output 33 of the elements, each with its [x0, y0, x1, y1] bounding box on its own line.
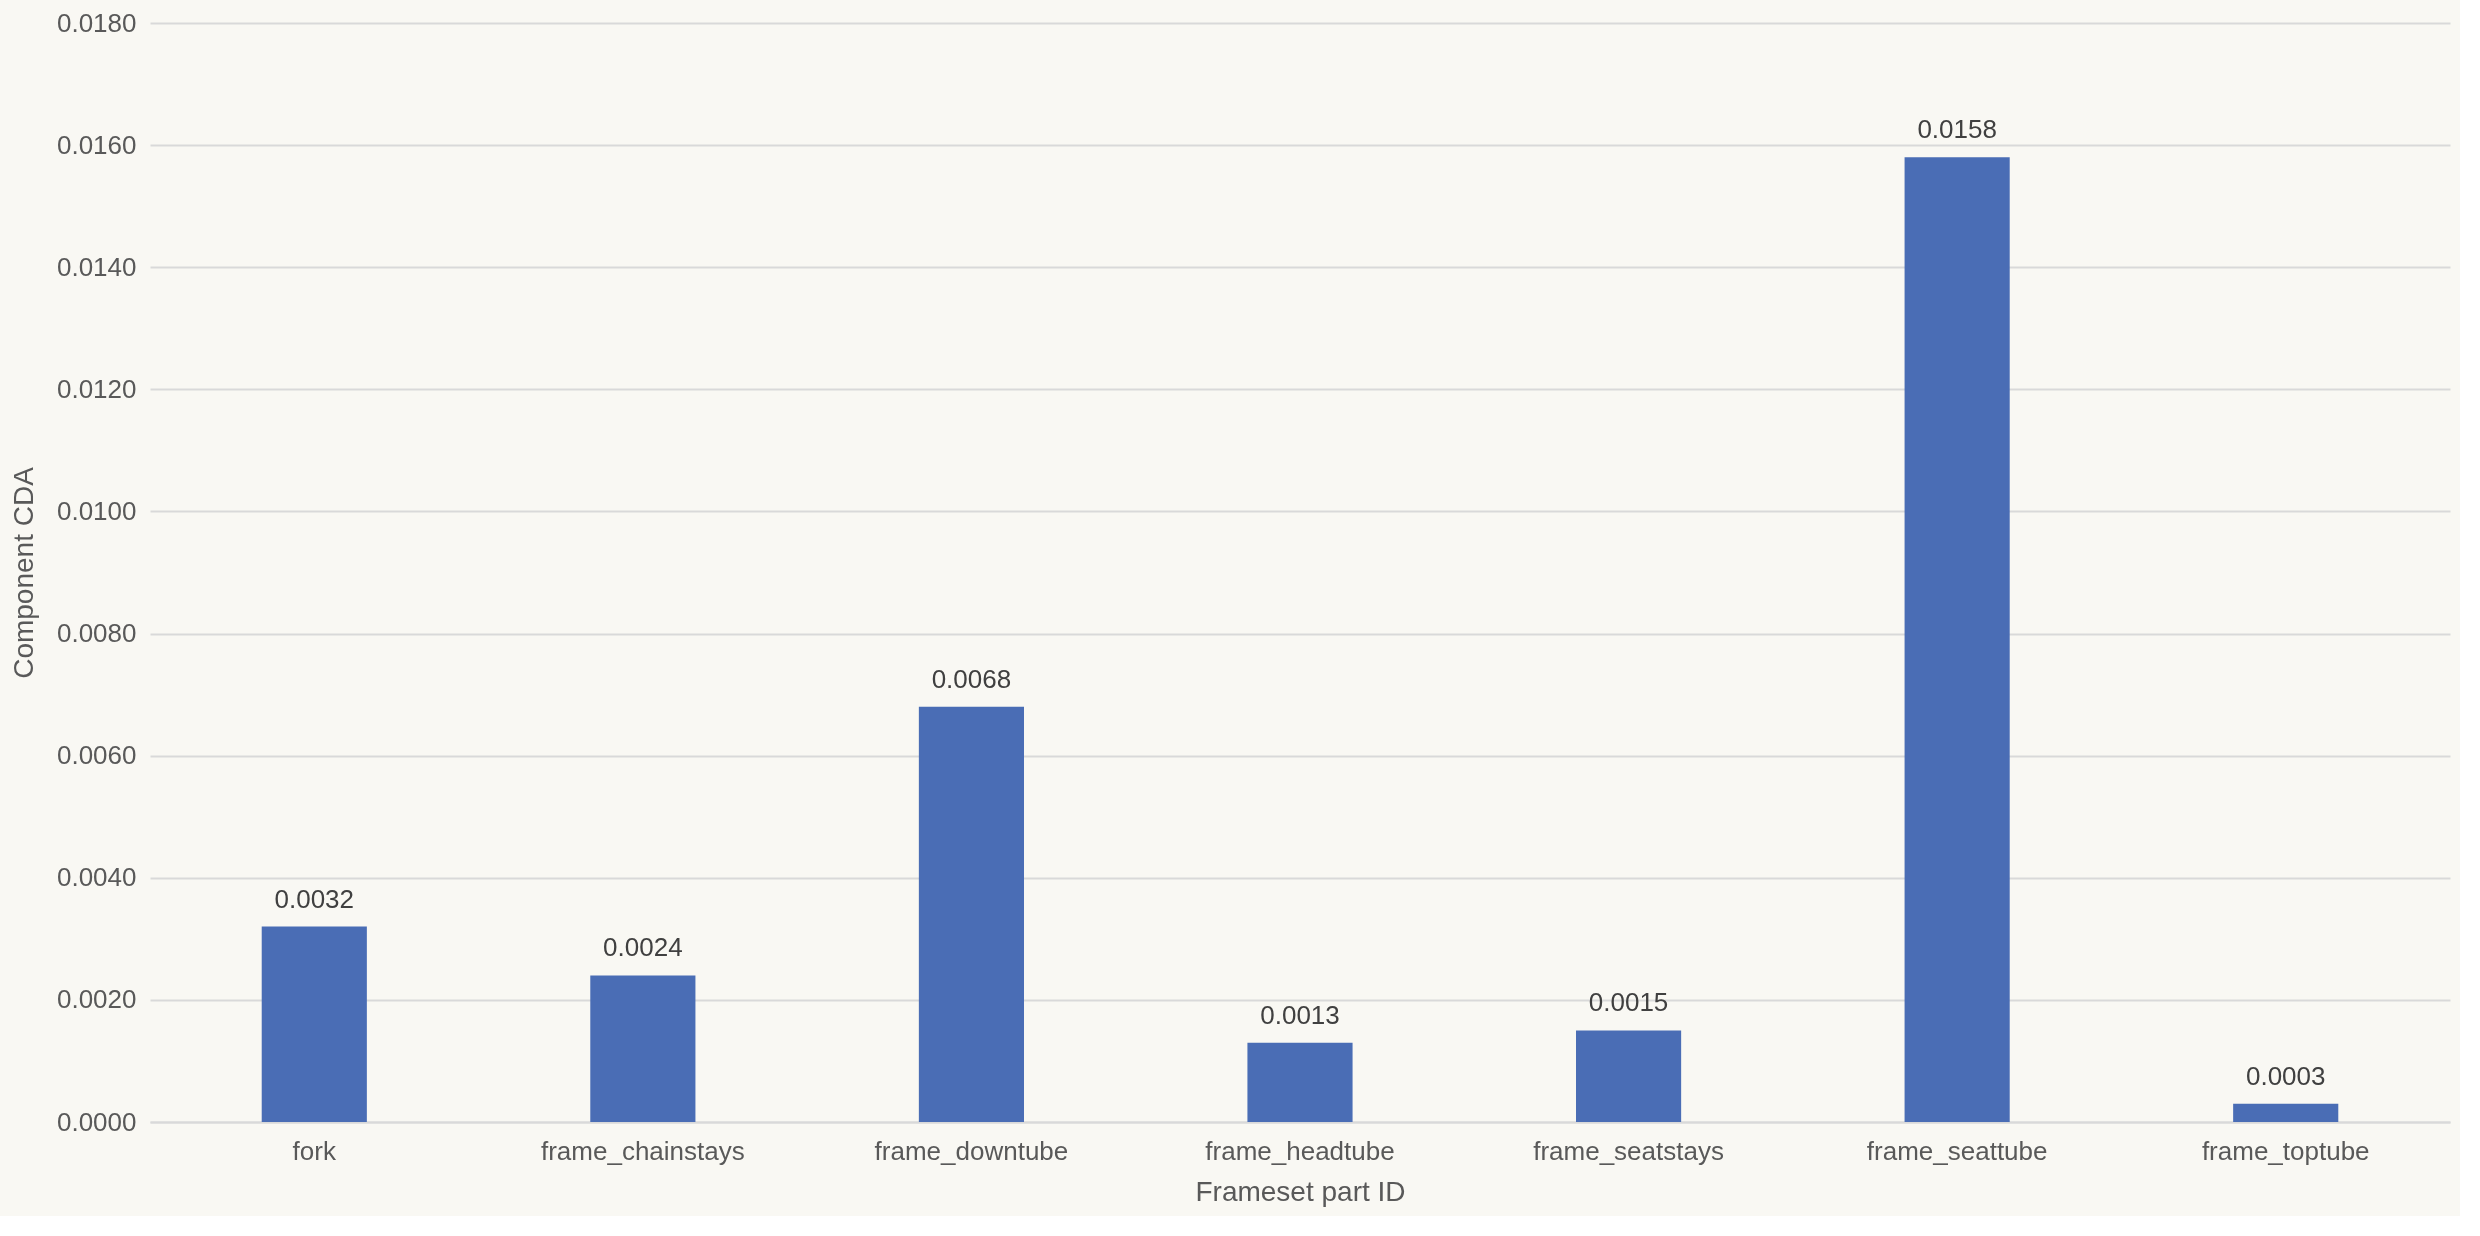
data-label: 0.0068: [931, 663, 1012, 694]
y-tick-label: 0.0000: [56, 1106, 137, 1137]
x-axis-title: Frameset part ID: [1195, 1175, 1406, 1207]
x-tick-label: frame_downtube: [874, 1135, 1069, 1166]
bar: [590, 975, 696, 1122]
x-tick-label: fork: [292, 1135, 337, 1166]
x-tick-label: frame_chainstays: [540, 1135, 745, 1166]
bar: [918, 706, 1024, 1122]
data-label: 0.0013: [1260, 999, 1340, 1030]
y-tick-label: 0.0020: [56, 984, 137, 1015]
bar: [2233, 1103, 2339, 1122]
data-label: 0.0024: [603, 932, 683, 963]
y-tick-label: 0.0160: [56, 129, 137, 160]
data-label: 0.0003: [2245, 1060, 2326, 1091]
y-tick-label: 0.0100: [56, 495, 137, 526]
y-tick-label: 0.0060: [56, 740, 137, 771]
data-label: 0.0158: [1917, 114, 1997, 145]
y-tick-label: 0.0180: [56, 7, 137, 38]
y-tick-label: 0.0040: [56, 862, 137, 893]
y-tick-label: 0.0120: [56, 373, 137, 404]
bar: [1904, 157, 2010, 1122]
x-tick-label: frame_seattube: [1866, 1135, 2048, 1166]
bar: [1247, 1042, 1353, 1122]
y-axis-title: Component CDA: [7, 466, 39, 679]
y-tick-label: 0.0080: [56, 618, 137, 649]
x-tick-label: frame_seatstays: [1533, 1135, 1724, 1166]
bar: [1576, 1030, 1682, 1122]
data-label: 0.0015: [1588, 987, 1669, 1018]
bar: [261, 926, 367, 1122]
y-tick-label: 0.0140: [56, 251, 137, 282]
x-tick-label: frame_headtube: [1205, 1135, 1395, 1166]
x-tick-label: frame_toptube: [2201, 1135, 2370, 1166]
data-label: 0.0032: [274, 883, 355, 914]
